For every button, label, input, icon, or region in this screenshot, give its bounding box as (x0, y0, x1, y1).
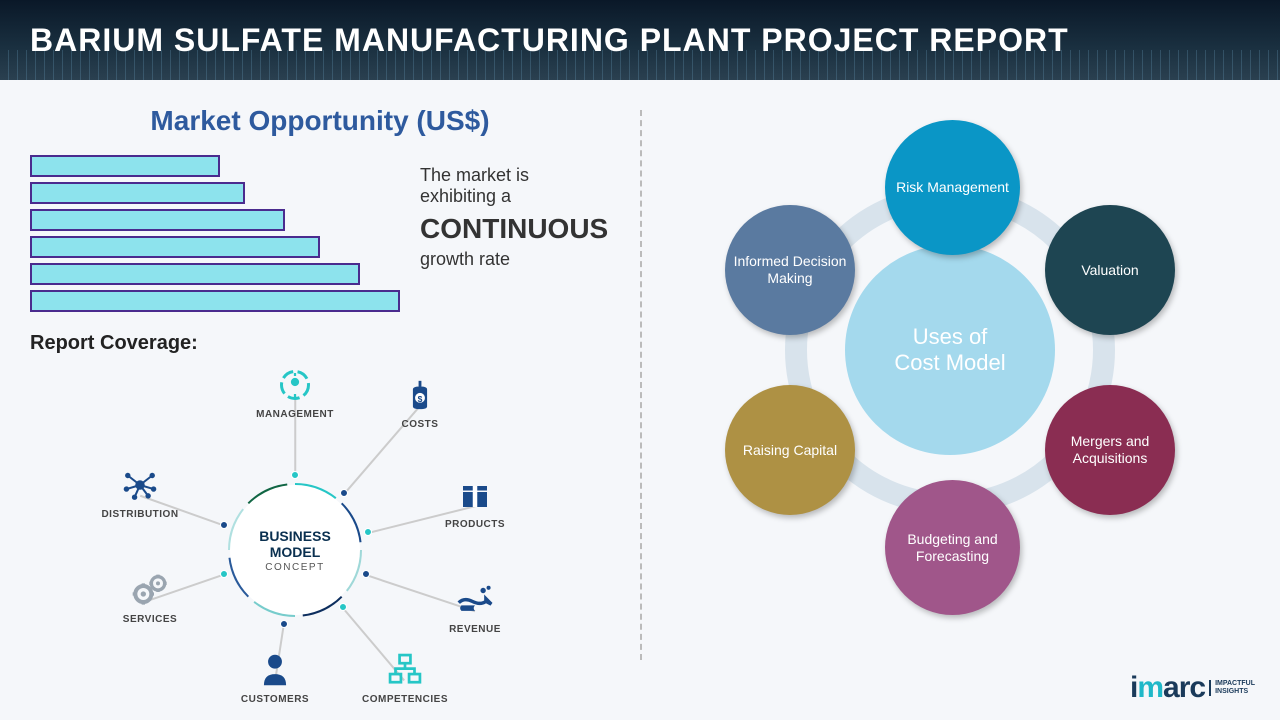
bm-item-services: SERVICES (95, 570, 205, 625)
bar-item (30, 290, 400, 312)
business-model-diagram: BUSINESS MODEL CONCEPT MANAGEMENT $ COSTS P… (30, 365, 550, 695)
growth-text: The market is exhibiting a CONTINUOUS gr… (420, 155, 610, 312)
bar-item (30, 155, 220, 177)
cost-center-t2: Cost Model (894, 350, 1005, 376)
customers-icon (255, 650, 295, 690)
bm-center-t3: CONCEPT (265, 562, 324, 573)
bm-ring-dot (364, 528, 372, 536)
left-panel: Market Opportunity (US$) The market is e… (0, 80, 640, 720)
logo-part3: arc (1163, 671, 1205, 704)
bm-ring-dot (291, 471, 299, 479)
bm-item-revenue: REVENUE (420, 580, 530, 635)
bm-item-products: PRODUCTS (420, 475, 530, 530)
coverage-title: Report Coverage: (30, 332, 610, 355)
bm-center-t2: MODEL (270, 544, 321, 560)
bm-item-label: DISTRIBUTION (101, 509, 178, 520)
market-title: Market Opportunity (US$) (30, 105, 610, 137)
page-title: BARIUM SULFATE MANUFACTURING PLANT PROJE… (30, 22, 1069, 59)
services-icon (130, 570, 170, 610)
bm-item-label: SERVICES (123, 614, 177, 625)
revenue-icon (455, 580, 495, 620)
cost-model-diagram: Uses of Cost Model Risk ManagementValuat… (670, 110, 1230, 670)
distribution-icon (120, 465, 160, 505)
bar-chart (30, 155, 400, 312)
costs-icon: $ (400, 375, 440, 415)
bm-ring-dot (280, 620, 288, 628)
bm-item-label: COSTS (402, 419, 439, 430)
bm-center-circle: BUSINESS MODEL CONCEPT (230, 485, 360, 615)
logo-subtitle: IMPACTFUL INSIGHTS (1209, 680, 1255, 695)
content-area: Market Opportunity (US$) The market is e… (0, 80, 1280, 720)
bm-ring-dot (362, 570, 370, 578)
growth-line3: growth rate (420, 249, 610, 270)
competencies-icon (385, 650, 425, 690)
bm-item-costs: $ COSTS (365, 375, 475, 430)
right-panel: Uses of Cost Model Risk ManagementValuat… (640, 80, 1280, 720)
bm-item-competencies: COMPETENCIES (350, 650, 460, 705)
logo-part2: m (1137, 671, 1163, 704)
bm-item-label: PRODUCTS (445, 519, 505, 530)
bar-item (30, 209, 285, 231)
bm-item-label: MANAGEMENT (256, 409, 334, 420)
cost-node-valuation: Valuation (1045, 205, 1175, 335)
bm-item-label: CUSTOMERS (241, 694, 309, 705)
bm-item-customers: CUSTOMERS (220, 650, 330, 705)
logo: imarc IMPACTFUL INSIGHTS (1130, 671, 1255, 705)
cost-node-informed-decision-making: Informed Decision Making (725, 205, 855, 335)
svg-text:$: $ (418, 394, 423, 404)
bm-center-t1: BUSINESS (259, 528, 331, 544)
bar-item (30, 236, 320, 258)
bar-item (30, 182, 245, 204)
cost-node-mergers-and-acquisitions: Mergers and Acquisitions (1045, 385, 1175, 515)
cost-center-circle: Uses of Cost Model (845, 245, 1055, 455)
growth-line1: The market is exhibiting a (420, 165, 610, 207)
cost-center-t1: Uses of (913, 324, 988, 350)
growth-line2: CONTINUOUS (420, 213, 610, 245)
logo-sub1: IMPACTFUL (1215, 680, 1255, 688)
bm-item-label: COMPETENCIES (362, 694, 448, 705)
logo-text: imarc (1130, 671, 1205, 705)
cost-node-risk-management: Risk Management (885, 120, 1020, 255)
bm-item-management: MANAGEMENT (240, 365, 350, 420)
bm-item-distribution: DISTRIBUTION (85, 465, 195, 520)
header-banner: BARIUM SULFATE MANUFACTURING PLANT PROJE… (0, 0, 1280, 80)
products-icon (455, 475, 495, 515)
cost-node-budgeting-and-forecasting: Budgeting and Forecasting (885, 480, 1020, 615)
logo-sub2: INSIGHTS (1215, 688, 1255, 696)
bar-item (30, 263, 360, 285)
cost-node-raising-capital: Raising Capital (725, 385, 855, 515)
bm-item-label: REVENUE (449, 624, 501, 635)
market-chart-area: The market is exhibiting a CONTINUOUS gr… (30, 155, 610, 312)
management-icon (275, 365, 315, 405)
